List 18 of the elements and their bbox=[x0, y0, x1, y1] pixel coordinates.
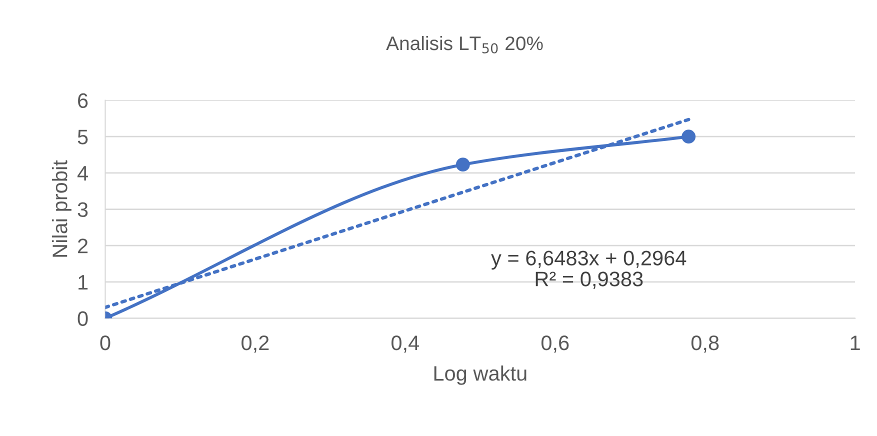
y-tick-label: 5 bbox=[78, 130, 88, 144]
y-tick-label: 0 bbox=[78, 311, 88, 326]
y-axis-title: Nilai probit bbox=[52, 160, 72, 257]
x-tick-label: 0,6 bbox=[541, 335, 569, 353]
y-tick-label: 2 bbox=[78, 238, 88, 254]
x-tick-label: 0 bbox=[100, 335, 110, 350]
annotation: R² = 0,9383 bbox=[536, 272, 643, 289]
x-tick-label: 1 bbox=[850, 336, 860, 350]
x-tick-label: 0,2 bbox=[242, 335, 269, 353]
x-axis-title: Log waktu bbox=[434, 365, 526, 385]
annotation: y = 6,6483x + 0,2964 bbox=[491, 250, 686, 270]
y-tick-label: 3 bbox=[78, 202, 88, 218]
x-tick-label: 0,8 bbox=[691, 335, 719, 353]
x-tick-label: 0,4 bbox=[392, 335, 420, 353]
y-tick-label: 1 bbox=[78, 275, 88, 290]
y-tick-label: 4 bbox=[77, 166, 88, 180]
y-tick-label: 6 bbox=[78, 93, 88, 108]
chart-title: Analisis LT$_{50}$ 20% bbox=[386, 36, 543, 54]
